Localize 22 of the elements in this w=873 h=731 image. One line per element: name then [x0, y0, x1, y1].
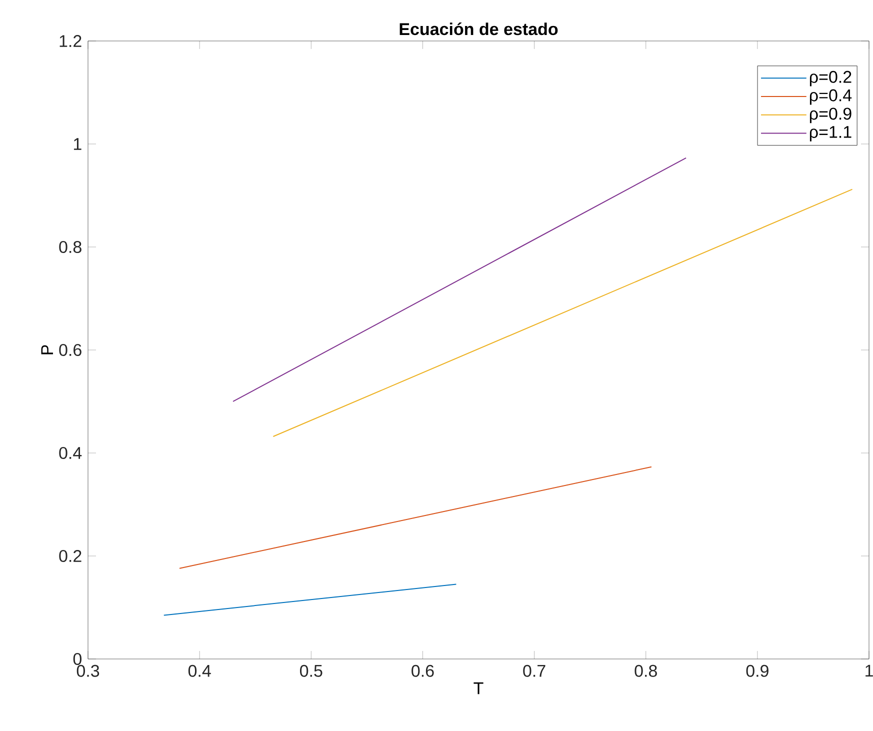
x-tick-label: 1 — [866, 664, 873, 677]
y-tick-label: 1.2 — [60, 35, 82, 47]
y-axis-title: P — [41, 345, 53, 354]
legend-label: ρ=1.1 — [810, 126, 852, 142]
chart-title: Ecuación de estado — [400, 22, 558, 36]
y-tick-label: 0 — [73, 652, 82, 666]
x-tick-label: 0.3 — [76, 664, 100, 677]
y-tick-label: 1 — [74, 138, 82, 150]
y-tick-label: 0.2 — [59, 550, 82, 562]
x-tick-label: 0.7 — [523, 664, 546, 677]
legend-label: ρ=0.9 — [810, 108, 852, 124]
x-tick-label: 0.4 — [188, 664, 211, 677]
x-tick-label: 0.9 — [746, 664, 768, 677]
x-tick-label: 0.6 — [412, 664, 434, 677]
legend-label: ρ=0.4 — [810, 89, 852, 105]
y-tick-label: 0.4 — [59, 446, 82, 460]
x-axis-title: T — [474, 682, 484, 694]
y-tick-label: 0.8 — [59, 240, 82, 254]
x-tick-label: 0.8 — [634, 664, 657, 677]
x-tick-label: 0.5 — [300, 664, 322, 677]
y-tick-label: 0.6 — [59, 344, 82, 356]
legend-label: ρ=0.2 — [810, 70, 852, 86]
